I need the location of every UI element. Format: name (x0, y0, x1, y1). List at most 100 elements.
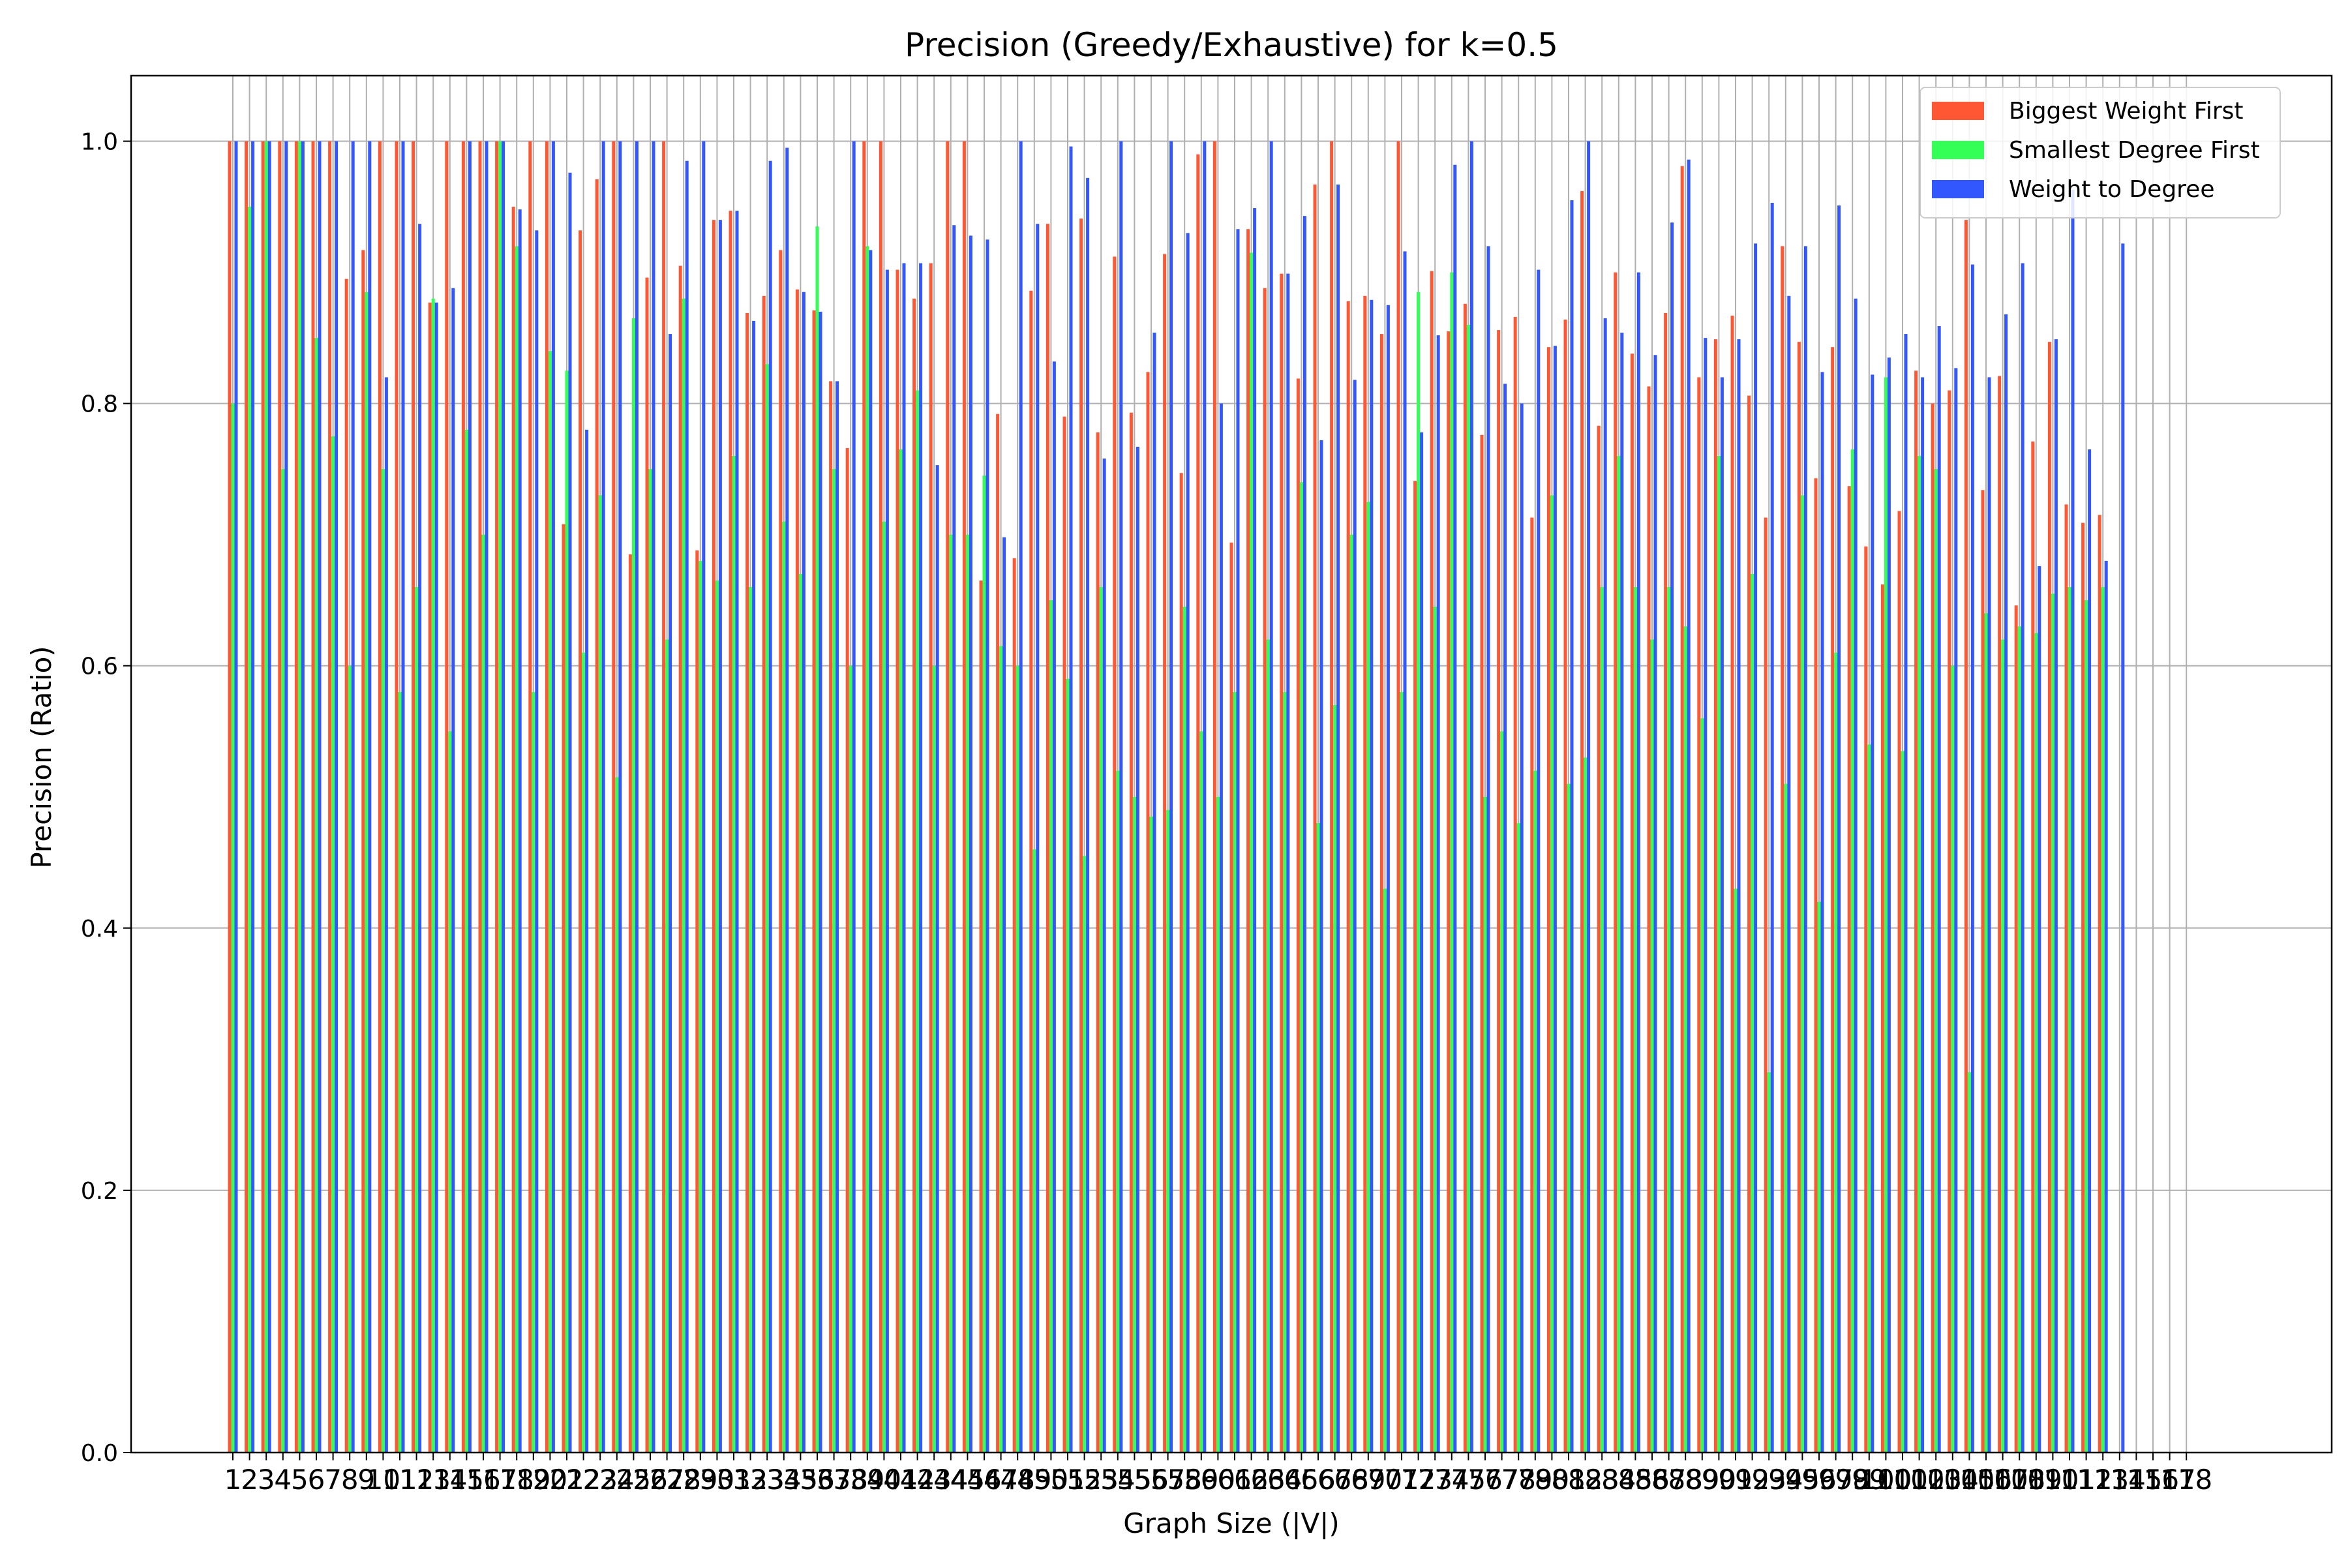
bar (1400, 691, 1404, 1453)
bar (1704, 338, 1708, 1453)
bar (344, 279, 348, 1453)
bar (2001, 639, 2005, 1453)
bar (1212, 141, 1216, 1453)
x-tick-label: 99 (1852, 1464, 1886, 1496)
bar (1019, 141, 1023, 1453)
legend: Biggest Weight First Smallest Degree Firs… (1919, 87, 2281, 219)
x-tick-label: 22 (566, 1464, 601, 1496)
bar (598, 495, 602, 1453)
x-tick-label: 101 (1876, 1464, 1929, 1496)
x-tick-label: 14 (432, 1464, 467, 1496)
bar (451, 288, 455, 1453)
bar (752, 320, 756, 1453)
bar (785, 147, 789, 1453)
x-tick-label: 39 (850, 1464, 884, 1496)
x-tick-label: 98 (1835, 1464, 1869, 1496)
bar (832, 469, 836, 1453)
x-tick-label: 11 (382, 1464, 417, 1496)
bar (1770, 203, 1774, 1453)
bar (1747, 395, 1751, 1453)
bar (2054, 339, 2058, 1453)
bar (779, 250, 783, 1453)
x-tick-label: 33 (749, 1464, 784, 1496)
x-tick-label: 23 (582, 1464, 617, 1496)
bar (1269, 141, 1273, 1453)
x-tick-label: 117 (2144, 1464, 2196, 1496)
bar (2004, 314, 2008, 1453)
bar (267, 141, 271, 1453)
bar (2088, 449, 2092, 1453)
bar (532, 691, 535, 1453)
bar (1697, 377, 1701, 1453)
bar (1687, 159, 1691, 1453)
x-tick-label: 43 (916, 1464, 951, 1496)
bar (1964, 220, 1968, 1453)
bar (281, 469, 285, 1453)
bar (879, 141, 882, 1453)
x-tick-label: 60 (1201, 1464, 1235, 1496)
bar (1998, 376, 2002, 1453)
bar (615, 777, 619, 1453)
bar (1948, 390, 1951, 1453)
bar (2017, 626, 2021, 1453)
x-tick-label: 106 (1960, 1464, 2012, 1496)
bar (502, 141, 505, 1453)
bar (1520, 403, 1524, 1453)
bar (1036, 224, 1040, 1453)
bar (1333, 705, 1337, 1453)
bar (1751, 573, 1754, 1453)
x-tick-label: 48 (1000, 1464, 1034, 1496)
bar (568, 172, 572, 1453)
x-tick-label: 6 (308, 1464, 325, 1496)
bar (518, 209, 522, 1453)
bar (1330, 141, 1334, 1453)
bar (1236, 229, 1240, 1453)
bar (2104, 560, 2108, 1453)
bar (335, 141, 339, 1453)
bar (1503, 384, 1507, 1453)
x-tick-label: 29 (683, 1464, 717, 1496)
x-tick-label: 5 (291, 1464, 309, 1496)
bar (1319, 440, 1323, 1453)
bar (545, 141, 549, 1453)
x-tick-label: 32 (733, 1464, 768, 1496)
bar (862, 141, 866, 1453)
bar (2031, 441, 2035, 1453)
bar (1266, 639, 1270, 1453)
bar (1867, 744, 1871, 1453)
x-axis-label: Graph Size (|V|) (1123, 1507, 1340, 1539)
bar (718, 220, 722, 1453)
x-tick-label: 3 (258, 1464, 275, 1496)
x-tick-label: 16 (466, 1464, 500, 1496)
bar (595, 179, 599, 1453)
bar (228, 141, 232, 1453)
bar (1553, 346, 1557, 1453)
x-tick-label: 96 (1801, 1464, 1836, 1496)
bar (1203, 141, 1207, 1453)
x-tick-label: 57 (1151, 1464, 1185, 1496)
bar (1767, 1072, 1771, 1453)
bar (1516, 822, 1520, 1453)
bar (294, 141, 298, 1453)
bar (585, 429, 589, 1453)
bar (1981, 490, 1985, 1453)
bar (979, 580, 983, 1453)
bar (1383, 888, 1387, 1453)
bar (2034, 633, 2038, 1453)
bar (665, 639, 669, 1453)
bar (1854, 298, 1858, 1453)
bar (1497, 330, 1501, 1453)
bar (1720, 377, 1724, 1453)
bar (1349, 534, 1353, 1453)
bar (1099, 587, 1103, 1453)
legend-label: Weight to Degree (2009, 176, 2214, 203)
bar (652, 141, 655, 1453)
bar (1864, 546, 1868, 1453)
x-tick-label: 20 (533, 1464, 567, 1496)
bar (378, 141, 382, 1453)
bar (1386, 305, 1390, 1453)
x-tick-label: 72 (1401, 1464, 1436, 1496)
bar (2101, 587, 2105, 1453)
bar (819, 311, 822, 1453)
